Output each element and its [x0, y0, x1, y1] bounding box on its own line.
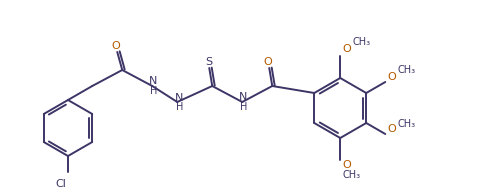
- Text: CH₃: CH₃: [397, 65, 415, 75]
- Text: CH₃: CH₃: [397, 119, 415, 129]
- Text: CH₃: CH₃: [352, 37, 370, 47]
- Text: O: O: [264, 57, 273, 67]
- Text: O: O: [342, 160, 351, 170]
- Text: Cl: Cl: [55, 179, 66, 189]
- Text: H: H: [150, 86, 157, 96]
- Text: S: S: [206, 57, 213, 67]
- Text: O: O: [387, 124, 396, 134]
- Text: O: O: [387, 72, 396, 82]
- Text: H: H: [175, 102, 183, 112]
- Text: N: N: [149, 76, 157, 86]
- Text: O: O: [112, 41, 121, 51]
- Text: N: N: [239, 92, 247, 102]
- Text: CH₃: CH₃: [342, 170, 360, 180]
- Text: O: O: [342, 44, 351, 54]
- Text: H: H: [239, 102, 247, 112]
- Text: N: N: [175, 93, 183, 103]
